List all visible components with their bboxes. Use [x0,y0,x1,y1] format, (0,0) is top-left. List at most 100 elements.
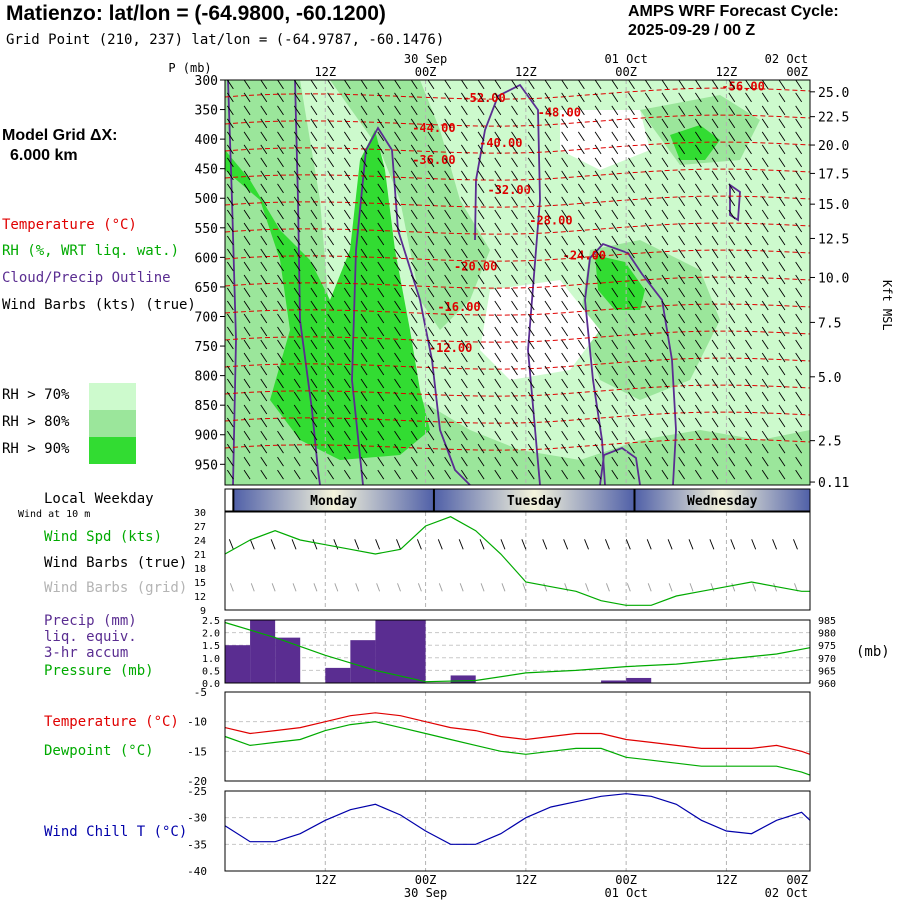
wind-barb [511,287,518,298]
wind-barb [394,118,401,129]
wind-barb [444,274,452,285]
wind-barb [360,456,368,467]
wind-barb [494,417,502,428]
day-segment [433,489,635,511]
wind-barb [728,105,736,116]
wind-barb [477,170,485,181]
wind-barb [260,313,268,324]
wind-barb [343,261,351,272]
wind-barb [360,144,368,155]
forecast-cycle-value: 2025-09-29 / 00 Z [628,22,756,39]
wind-barb-grid [689,583,694,592]
wind-barb [694,274,702,285]
wind-barb [544,469,552,480]
wind-barb [494,196,502,207]
wind-barb [561,209,569,220]
wind-barb [444,352,452,363]
wind-barb [427,469,435,480]
wind-barb-grid [626,583,631,592]
wind-barb [226,391,234,402]
wind-panel: 9 12 15 18 21 24 27 30 [194,508,811,617]
wind-barb [527,287,535,298]
wind-barb [327,248,335,259]
wind-barb [527,326,535,337]
wind-barb [778,365,786,376]
wind-barb [778,391,786,402]
wind-barb [494,313,502,324]
wind-barb [327,313,335,324]
wind-barb [343,404,351,415]
wind-barb [728,196,736,207]
wind-barb [611,248,619,259]
top-date-label: 01 Oct [604,52,647,66]
wind-barb [277,248,284,259]
wind-barb [644,378,652,389]
height-tick-label: 20.0 [818,139,849,154]
wind-barb [561,170,569,181]
wind-barb [310,313,318,324]
wind-barb [778,105,786,116]
wind-barb [711,300,719,311]
wind-barb [343,144,351,155]
wind-barb [611,118,619,129]
wind-barb [594,105,602,116]
wind-tick-label: 18 [194,564,206,575]
chill-tick-label: -40 [187,865,207,878]
isotherm-label: -16.00 [437,300,480,314]
wind-barb [494,79,502,90]
wind-barb [327,274,335,285]
wind-barb [511,118,518,129]
wind-barb [327,391,335,402]
temp-label: Temperature (°C) [44,714,179,730]
wind-barb [444,196,452,207]
wind-barb [343,170,351,181]
wind-barb [745,417,752,428]
wind-barb [527,183,535,194]
isotherm-label: -28.00 [529,213,572,227]
wind-barb [260,209,268,220]
wind-barb [394,365,401,376]
precip-bar [350,640,376,683]
wind-barb [661,456,669,467]
wind-barb [377,326,385,337]
wind-barb [277,157,284,168]
wind-barb [611,365,619,376]
wind-barb [561,118,569,129]
wind-barb [394,469,401,480]
wind-barb [611,430,619,441]
wind-barb-grid [397,583,401,592]
wind-barb [460,365,468,376]
wind-barb [444,339,452,350]
wind-barb [343,105,351,116]
wind-barb [678,456,686,467]
wind-barb [694,261,702,272]
wind-barb [661,352,669,363]
wind-barb [460,157,468,168]
wind-barb [594,131,602,142]
wind-barb [494,378,502,389]
wind-barb [310,92,318,103]
wind-barb [511,300,518,311]
wind-barb-true [291,539,297,550]
wind-barb [410,469,418,480]
wind-barb [745,105,752,116]
wind-barb-grid [668,583,673,592]
wind-barb [477,456,485,467]
wind-barb [628,183,635,194]
wind-barb [577,456,585,467]
wind-barb [728,300,736,311]
wind-barb [527,417,535,428]
day-name: Monday [310,494,357,509]
wind-barb [544,443,552,454]
wind-barb [310,222,318,233]
wind-barb [761,287,769,298]
wind-barb [745,92,752,103]
wind-barb [293,105,301,116]
wind-barb [243,248,251,259]
pressure-tick-label: 965 [818,666,836,677]
wind-barb [310,196,318,207]
wind-barb [628,274,635,285]
wind-barb [628,365,635,376]
wind-barb [460,183,468,194]
wind-barb [795,92,803,103]
